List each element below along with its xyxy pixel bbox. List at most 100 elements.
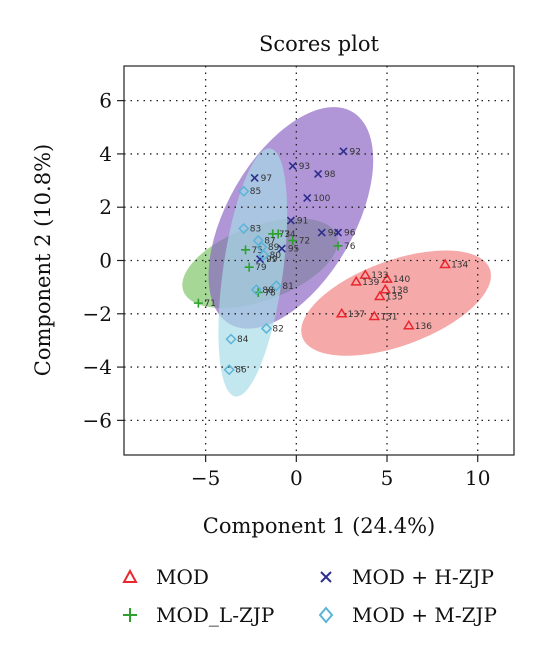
point-label: 85 [250, 187, 261, 197]
point-label: 83 [250, 225, 261, 235]
point-marker [335, 307, 348, 318]
point-marker [314, 169, 323, 178]
point-marker [333, 241, 343, 251]
x-tick-label: −5 [191, 466, 220, 490]
plus-marker-icon [123, 608, 137, 622]
point-label: 72 [299, 237, 310, 247]
point-label: 73 [279, 230, 290, 240]
x-tick-label: 10 [465, 466, 490, 490]
point-label: 75 [252, 246, 263, 256]
point-marker [286, 216, 295, 225]
point-marker [359, 269, 372, 279]
point-marker [260, 322, 272, 335]
point-marker [368, 310, 381, 321]
point-label: 88 [262, 286, 274, 296]
point-marker [193, 298, 203, 308]
point-marker [273, 229, 283, 239]
point-label: 97 [261, 174, 272, 184]
point-label: 96 [344, 229, 356, 239]
point-label: 138 [391, 286, 408, 296]
legend-item-h-zjp: MOD + H-ZJP [314, 562, 494, 592]
y-tick-label: −4 [83, 355, 112, 379]
legend-label-l-zjp: MOD_L-ZJP [156, 603, 275, 627]
y-axis-label: Component 2 (10.8%) [31, 144, 55, 376]
point-label: 136 [415, 322, 432, 332]
point-label: 100 [313, 194, 330, 204]
point-marker [238, 222, 250, 235]
legend-label-h-zjp: MOD + H-ZJP [352, 565, 494, 589]
x-axis-label: Component 1 (24.4%) [203, 514, 435, 538]
point-marker [244, 262, 254, 272]
point-marker [255, 255, 265, 264]
point-label: 93 [299, 162, 310, 172]
chart-title: Scores plot [259, 32, 380, 56]
point-marker [277, 244, 286, 253]
point-label: 91 [297, 217, 308, 227]
legend-item-l-zjp: MOD_L-ZJP [118, 600, 274, 630]
point-label: 134 [451, 260, 468, 270]
point-label: 92 [349, 147, 360, 157]
point-label: 78 [264, 288, 276, 298]
point-marker [250, 173, 259, 182]
point-label: 74 [284, 230, 296, 240]
point-marker [402, 319, 415, 330]
point-marker [258, 249, 270, 261]
point-marker [373, 290, 386, 301]
point-label: 133 [371, 271, 388, 281]
point-label: 139 [362, 278, 379, 288]
diamond-marker-icon [318, 606, 334, 624]
point-marker [252, 234, 264, 247]
point-marker [225, 333, 237, 345]
y-tick-label: 4 [99, 142, 112, 166]
point-marker [241, 245, 251, 255]
confidence-ellipse-0 [301, 250, 491, 356]
point-label: 89 [268, 243, 280, 253]
legend: MOD MOD + H-ZJP MOD_L-ZJP MOD + M-ZJP [118, 556, 538, 652]
legend-item-mod: MOD [118, 562, 209, 592]
point-marker [288, 161, 297, 170]
x-marker-icon [320, 571, 332, 583]
legend-label-m-zjp: MOD + M-ZJP [352, 603, 497, 627]
grid-layer [124, 66, 514, 455]
x-tick-label: 0 [290, 466, 303, 490]
point-label: 79 [255, 263, 267, 273]
y-tick-label: 6 [99, 89, 112, 113]
point-label: 140 [393, 275, 410, 285]
point-label: 81 [282, 282, 293, 292]
confidence-ellipse-3 [218, 148, 288, 397]
point-marker [303, 193, 312, 202]
point-marker [288, 236, 298, 246]
legend-item-m-zjp: MOD + M-ZJP [314, 600, 497, 630]
point-label: 86 [235, 366, 247, 376]
point-marker [250, 284, 262, 296]
triangle-marker-icon [122, 568, 138, 583]
point-marker [439, 258, 451, 269]
point-marker [350, 275, 363, 286]
point-label: 98 [324, 170, 336, 180]
point-label: 94 [328, 229, 340, 239]
point-marker [223, 364, 235, 376]
y-tick-label: 2 [99, 195, 112, 219]
point-marker [339, 147, 348, 156]
y-tick-label: −2 [83, 302, 112, 326]
point-label: 135 [386, 292, 403, 302]
legend-label-mod: MOD [156, 565, 209, 589]
point-label: 99 [266, 255, 278, 265]
point-label: 82 [272, 324, 283, 334]
point-marker [317, 228, 326, 237]
point-label: 87 [264, 237, 275, 247]
point-label: 76 [344, 242, 356, 252]
point-marker [238, 185, 250, 197]
y-tick-label: 0 [99, 249, 112, 273]
y-tick-label: −6 [83, 408, 112, 432]
point-label: 80 [270, 251, 282, 261]
ticks-layer: −5 0 5 10 −6 −4 −2 0 2 4 6 [83, 89, 491, 490]
point-marker [381, 273, 393, 283]
ellipses-layer [182, 107, 491, 397]
point-label: 137 [348, 310, 365, 320]
point-label: 84 [237, 335, 249, 345]
point-marker [379, 283, 392, 294]
point-marker [270, 280, 282, 292]
